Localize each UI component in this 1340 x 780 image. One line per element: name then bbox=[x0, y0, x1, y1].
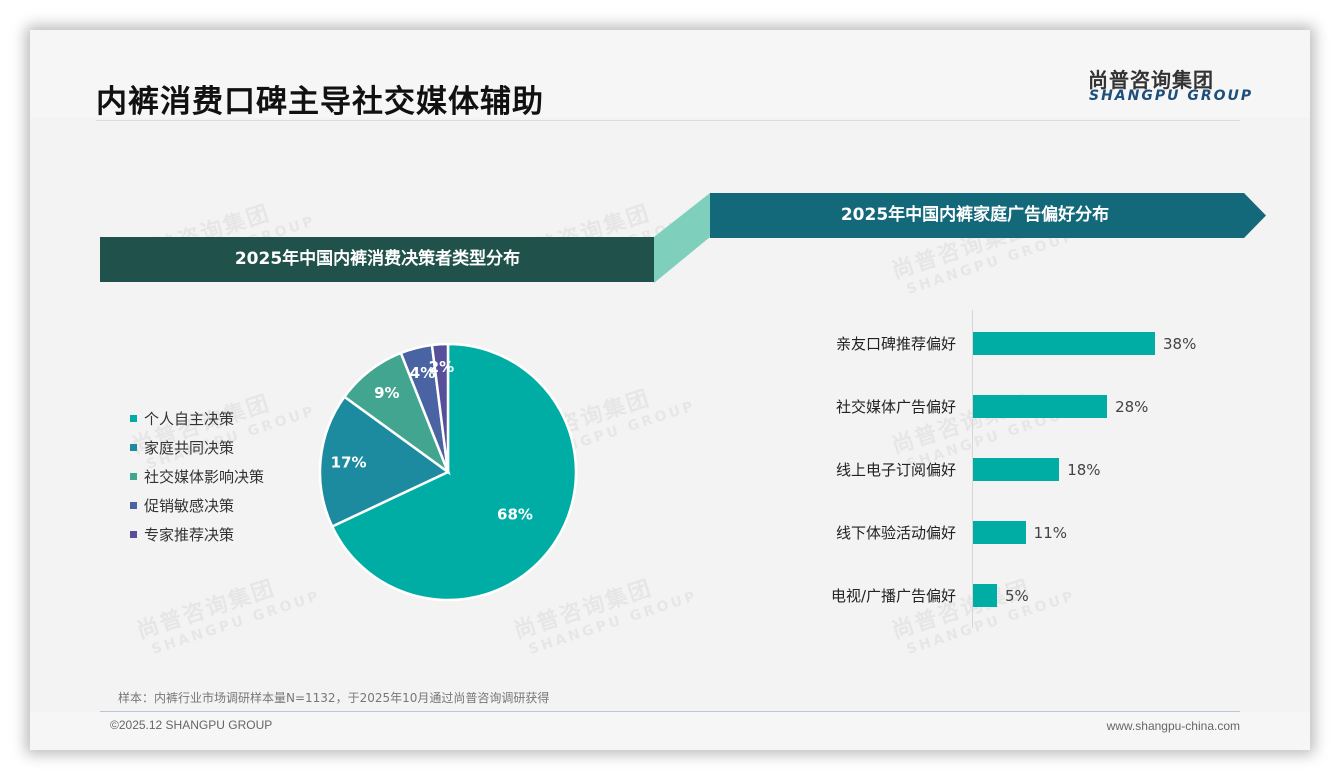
bar-row: 电视/广播广告偏好 5% bbox=[800, 584, 1240, 608]
legend-swatch bbox=[130, 473, 137, 480]
legend-swatch bbox=[130, 531, 137, 538]
legend-swatch bbox=[130, 444, 137, 451]
legend-item: 家庭共同决策 bbox=[130, 433, 264, 462]
bar bbox=[973, 395, 1108, 418]
title-divider bbox=[96, 120, 1240, 121]
bar-row: 亲友口碑推荐偏好 38% bbox=[800, 332, 1240, 356]
bar-row: 线上电子订阅偏好 18% bbox=[800, 458, 1240, 482]
header-band bbox=[30, 30, 1310, 118]
sample-note: 样本：内裤行业市场调研样本量N=1132，于2025年10月通过尚普咨询调研获得 bbox=[118, 691, 550, 705]
footer-divider bbox=[100, 711, 1240, 712]
pie-slice bbox=[430, 342, 450, 473]
bar-axis bbox=[972, 310, 973, 628]
bar-category-label: 亲友口碑推荐偏好 bbox=[835, 335, 956, 353]
logo-cn: 尚普咨询集团 bbox=[1088, 68, 1214, 92]
bar-category-label: 线下体验活动偏好 bbox=[835, 524, 956, 542]
copyright: ©2025.12 SHANGPU GROUP bbox=[110, 718, 273, 732]
bar bbox=[973, 332, 1155, 355]
legend-swatch bbox=[130, 502, 137, 509]
pie-slice-label: 4% bbox=[410, 364, 435, 382]
slide: 内裤消费口碑主导社交媒体辅助 尚普咨询集团 SHANGPU GROUP 尚普咨询… bbox=[30, 30, 1310, 750]
bar-category-label: 电视/广播广告偏好 bbox=[830, 587, 956, 605]
pie-slice bbox=[330, 342, 578, 602]
page-title: 内裤消费口碑主导社交媒体辅助 bbox=[96, 84, 544, 120]
bar bbox=[973, 521, 1026, 544]
pie-slice-label: 9% bbox=[374, 384, 399, 402]
bar-chart: 亲友口碑推荐偏好 38% 社交媒体广告偏好 28% 线上电子订阅偏好 18% 线下体验活动偏… bbox=[800, 310, 1240, 630]
bar-value-label: 11% bbox=[1033, 524, 1068, 542]
logo-en: SHANGPU GROUP bbox=[1089, 88, 1254, 104]
bar-category-label: 线上电子订阅偏好 bbox=[835, 461, 956, 479]
bar-row: 线下体验活动偏好 11% bbox=[800, 521, 1240, 545]
bar-value-label: 18% bbox=[1067, 461, 1101, 479]
bar-category-label: 社交媒体广告偏好 bbox=[835, 398, 956, 416]
bar-chart-title-banner-shape bbox=[710, 193, 1266, 238]
pie-slice-label: 2% bbox=[429, 358, 454, 376]
bar bbox=[973, 584, 997, 607]
legend-item: 促销敏感决策 bbox=[130, 491, 264, 520]
pie-chart-title-banner: 2025年中国内裤消费决策者类型分布 bbox=[100, 237, 655, 282]
bar-value-label: 5% bbox=[1004, 587, 1029, 605]
bar-row: 社交媒体广告偏好 28% bbox=[800, 395, 1240, 419]
pie-slice-label: 17% bbox=[331, 454, 367, 472]
legend-item: 专家推荐决策 bbox=[130, 520, 264, 549]
pie-legend: 个人自主决策 家庭共同决策 社交媒体影响决策 促销敏感决策 专家推荐决策 bbox=[130, 404, 264, 549]
bar-value-label: 28% bbox=[1115, 398, 1149, 416]
pie-slice-label: 68% bbox=[497, 506, 533, 524]
pie-slice bbox=[318, 395, 451, 529]
legend-item: 个人自主决策 bbox=[130, 404, 264, 433]
bar bbox=[973, 458, 1060, 481]
website-link[interactable]: www.shangpu-china.com bbox=[1106, 719, 1240, 733]
banner-connector bbox=[654, 193, 710, 283]
legend-item: 社交媒体影响决策 bbox=[130, 462, 264, 491]
legend-swatch bbox=[130, 415, 137, 422]
footer-band bbox=[30, 712, 1310, 750]
pie-chart: 68% 17% 9% 4%2% bbox=[318, 342, 578, 602]
bar-value-label: 38% bbox=[1163, 335, 1197, 353]
bar-chart-title-banner: 2025年中国内裤家庭广告偏好分布 bbox=[840, 205, 1110, 225]
